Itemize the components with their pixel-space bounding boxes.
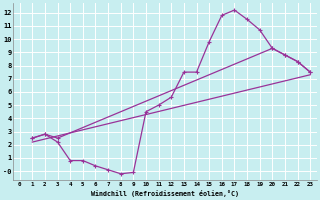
X-axis label: Windchill (Refroidissement éolien,°C): Windchill (Refroidissement éolien,°C): [91, 190, 239, 197]
